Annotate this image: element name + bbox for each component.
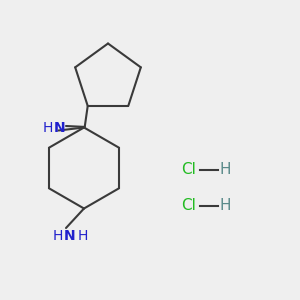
Text: H: H — [52, 229, 63, 242]
Text: Cl: Cl — [182, 198, 196, 213]
Text: N: N — [54, 121, 66, 134]
Text: H: H — [42, 121, 52, 134]
Text: H: H — [78, 229, 88, 242]
Text: Cl: Cl — [182, 162, 196, 177]
Text: H: H — [219, 198, 231, 213]
Text: H: H — [219, 162, 231, 177]
Text: N: N — [64, 229, 76, 242]
